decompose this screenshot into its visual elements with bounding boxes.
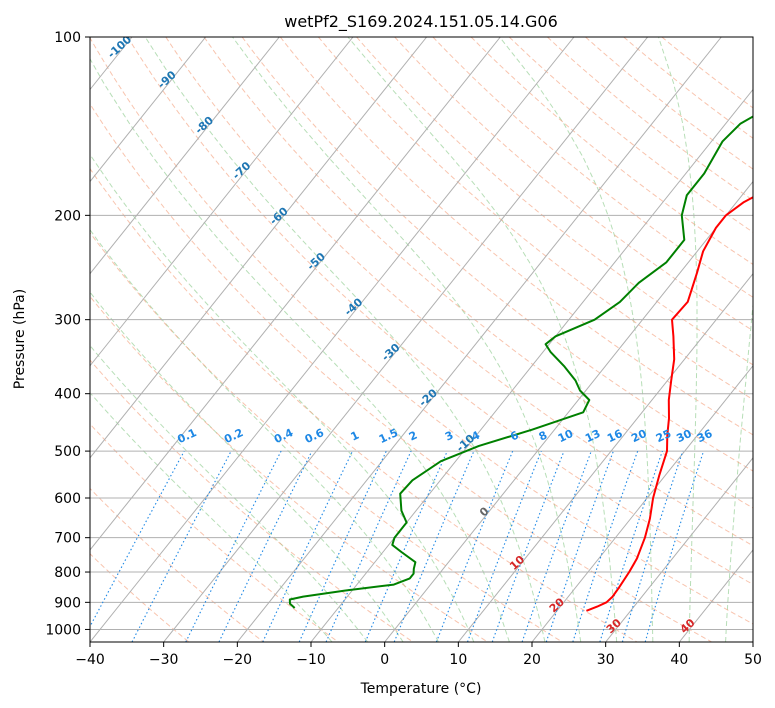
isotherm-gridline xyxy=(457,272,753,642)
dry-adiabat-line xyxy=(623,37,753,139)
y-tick-label: 700 xyxy=(54,531,81,547)
mixing-ratio-line xyxy=(621,450,684,642)
moist-adiabat-line xyxy=(90,153,475,642)
dry-adiabat-line xyxy=(90,37,753,625)
mixing-ratio-line xyxy=(90,450,185,628)
y-tick-label: 800 xyxy=(54,565,81,581)
x-tick-label: 50 xyxy=(744,652,762,668)
plot-frame xyxy=(89,36,754,643)
isotherm-gridline xyxy=(90,37,354,367)
x-axis-ticks: −40 −30 −20 −10 0 10 20 30 40 50 xyxy=(75,642,762,668)
y-tick-label: 200 xyxy=(54,208,81,224)
moist-adiabat-line xyxy=(725,299,753,642)
moist-adiabat-line xyxy=(347,37,618,642)
x-tick-label: 30 xyxy=(597,652,615,668)
dry-adiabat-line xyxy=(432,37,753,298)
isotherm-gridline xyxy=(605,457,753,642)
mixing-ratio-line xyxy=(644,450,705,642)
dry-adiabat-line xyxy=(547,37,753,201)
x-tick-label: −30 xyxy=(149,652,179,668)
x-axis-label: Temperature (°C) xyxy=(360,681,482,697)
sounding-series xyxy=(288,115,753,612)
mixing-ratio-label: 20 xyxy=(629,427,649,445)
mixing-ratio-lines xyxy=(90,450,705,642)
isotherm-gridline xyxy=(384,180,753,642)
x-tick-label: 0 xyxy=(380,652,389,668)
mixing-ratio-label: 10 xyxy=(556,427,576,445)
isotherm-gridline xyxy=(90,37,428,459)
x-tick-label: 10 xyxy=(449,652,467,668)
moist-adiabat-line xyxy=(144,37,546,642)
moist-adiabat-line xyxy=(90,392,333,642)
mixing-ratio-line xyxy=(435,450,514,642)
x-tick-label: −40 xyxy=(75,652,105,668)
isotherm-gridline xyxy=(90,37,501,551)
dewpoint-profile-line xyxy=(288,115,753,609)
y-tick-label: 500 xyxy=(54,444,81,460)
mixing-ratio-label: 13 xyxy=(583,427,602,445)
dry-adiabat-line xyxy=(318,37,753,401)
mixing-ratio-line xyxy=(466,450,542,642)
temperature-profile-line xyxy=(586,196,753,612)
mixing-ratio-line xyxy=(185,450,282,642)
mixing-ratio-line xyxy=(572,450,639,642)
isotherm-gridline xyxy=(163,37,649,642)
x-tick-label: 20 xyxy=(523,652,541,668)
mixing-ratio-label: 25 xyxy=(654,427,673,445)
mixing-ratio-line xyxy=(325,450,412,642)
moist-adiabat-line xyxy=(232,37,582,642)
dry-adiabat-line xyxy=(90,295,488,642)
moist-adiabat-line xyxy=(658,37,698,642)
y-tick-label: 900 xyxy=(54,595,81,611)
mixing-ratio-label: 30 xyxy=(674,427,694,445)
y-tick-label: 400 xyxy=(54,387,81,403)
mixing-ratio-line xyxy=(545,450,614,642)
isotherm-gridline xyxy=(531,364,753,642)
chart-title: wetPf2_S169.2024.151.05.14.G06 xyxy=(284,12,558,32)
mixing-ratio-label: 16 xyxy=(605,427,625,445)
isotherm-gridline xyxy=(90,37,280,275)
dry-adiabat-line xyxy=(90,231,563,642)
mixing-ratio-label: 36 xyxy=(695,427,715,445)
isobar-grid xyxy=(90,37,753,630)
x-tick-label: −10 xyxy=(296,652,326,668)
y-tick-label: 100 xyxy=(54,30,81,46)
mixing-ratio-line xyxy=(364,450,448,642)
y-tick-label: 300 xyxy=(54,313,81,329)
mixing-ratio-line xyxy=(491,450,565,642)
dry-adiabat-line xyxy=(203,37,753,509)
isotherm-gridline xyxy=(90,37,207,183)
y-tick-label: 600 xyxy=(54,491,81,507)
mixing-ratio-line xyxy=(521,450,592,642)
dry-adiabat-line xyxy=(508,37,753,233)
x-tick-label: −20 xyxy=(223,652,253,668)
y-tick-label: 1000 xyxy=(45,622,81,638)
dry-adiabat-line xyxy=(356,37,753,366)
isotherm-gridline xyxy=(90,37,575,642)
y-axis-label: Pressure (hPa) xyxy=(12,289,28,389)
dry-adiabat-line xyxy=(127,37,753,585)
x-tick-label: 40 xyxy=(670,652,688,668)
dry-adiabat-line xyxy=(90,102,712,642)
y-axis-ticks: 100 200 300 400 500 600 700 800 900 1000 xyxy=(45,30,90,638)
moist-adiabats xyxy=(90,37,753,642)
isotherm-gridline xyxy=(236,37,722,642)
mixing-ratio-line xyxy=(393,450,475,642)
mixing-ratio-line xyxy=(599,450,663,642)
moist-adiabat-line xyxy=(90,57,510,642)
dry-adiabat-line xyxy=(585,37,753,170)
